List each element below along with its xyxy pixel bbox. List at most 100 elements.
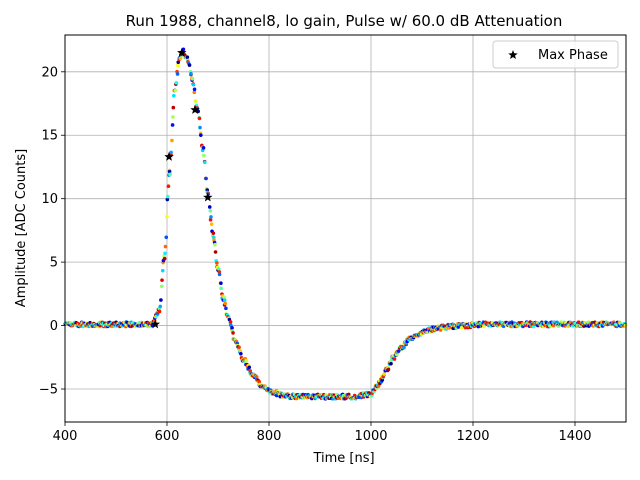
- pulse-point: [204, 176, 208, 181]
- pulse-point: [157, 309, 162, 314]
- pulse-point: [222, 298, 227, 302]
- pulse-point: [166, 184, 171, 188]
- axis-ticks: 400 600 800 1000 1200 1400 −5 0 5 10 15 20: [39, 65, 592, 444]
- pulse-point: [548, 324, 552, 328]
- pulse-point: [231, 331, 235, 335]
- max-phase-markers: [150, 47, 213, 329]
- max-phase-star: [150, 319, 161, 329]
- pulse-point: [187, 63, 192, 67]
- pulse-point: [199, 133, 203, 137]
- pulse-point: [208, 217, 213, 222]
- pulse-point: [176, 63, 180, 68]
- pulse-point: [170, 138, 174, 143]
- pulse-points: [63, 47, 628, 401]
- pulse-point: [228, 323, 233, 327]
- x-tick-label: 400: [53, 429, 78, 444]
- pulse-point: [189, 71, 193, 76]
- pulse-point: [201, 153, 206, 158]
- pulse-point: [158, 304, 163, 309]
- grid: [64, 35, 626, 422]
- pulse-point: [222, 295, 226, 299]
- pulse-point: [171, 115, 175, 119]
- max-phase-star: [203, 192, 213, 202]
- pulse-point: [247, 365, 252, 370]
- pulse-point: [224, 306, 228, 311]
- pulse-point: [198, 125, 202, 130]
- pulse-point: [159, 284, 164, 289]
- pulse-point: [164, 235, 169, 240]
- pulse-point: [172, 93, 176, 98]
- pulse-point: [459, 325, 464, 330]
- pulse-point: [402, 345, 406, 350]
- pulse-point: [389, 361, 393, 366]
- pulse-point: [192, 90, 197, 95]
- pulse-point: [209, 222, 214, 226]
- pulse-point: [168, 172, 172, 177]
- y-tick-label: 20: [41, 65, 58, 80]
- pulse-point: [165, 194, 170, 199]
- x-tick-label: 1400: [558, 429, 591, 444]
- pulse-point: [197, 116, 202, 121]
- pulse-point: [169, 150, 173, 155]
- pulse-point: [254, 375, 259, 379]
- pulse-point: [576, 320, 581, 325]
- pulse-point: [163, 244, 168, 249]
- pulse-point: [165, 214, 169, 219]
- pulse-point: [201, 146, 206, 150]
- max-phase-star: [164, 151, 174, 161]
- pulse-point: [215, 261, 219, 265]
- pulse-point: [257, 379, 262, 384]
- pulse-point: [382, 372, 387, 376]
- legend-box: [492, 40, 619, 69]
- legend: Max Phase: [492, 40, 619, 69]
- pulse-point: [551, 323, 556, 328]
- pulse-point: [213, 242, 217, 247]
- max-phase-star: [190, 104, 200, 114]
- pulse-point: [211, 231, 216, 235]
- pulse-point: [386, 367, 391, 372]
- pulse-point: [396, 349, 401, 353]
- pulse-point: [178, 56, 183, 61]
- pulse-point: [167, 169, 172, 174]
- x-tick-label: 1200: [456, 429, 489, 444]
- pulse-point: [248, 369, 253, 373]
- pulse-point: [165, 197, 170, 202]
- pulse-point: [392, 357, 397, 361]
- legend-entry-label: Max Phase: [538, 48, 608, 63]
- pulse-point: [230, 326, 234, 330]
- pulse-point: [192, 87, 197, 92]
- pulse-point: [217, 267, 221, 271]
- pulse-point: [162, 256, 167, 261]
- pulse-point: [173, 88, 178, 93]
- y-tick-label: 0: [50, 319, 58, 334]
- pulse-point: [208, 209, 213, 213]
- pulse-point: [171, 105, 176, 110]
- plot-frame: [64, 34, 627, 423]
- pulse-point: [219, 286, 223, 291]
- max-phase-star: [177, 47, 187, 57]
- pulse-point: [207, 205, 212, 209]
- pulse-point: [237, 345, 241, 350]
- pulse-point: [212, 235, 216, 240]
- pulse-point: [170, 123, 175, 127]
- y-tick-label: 10: [41, 192, 58, 207]
- x-tick-label: 1000: [354, 429, 387, 444]
- pulse-point: [160, 278, 164, 282]
- pulse-point: [160, 268, 165, 273]
- pulse-point: [175, 72, 180, 76]
- pulse-point: [203, 160, 207, 165]
- pulse-point: [219, 281, 223, 285]
- pulse-point: [185, 55, 190, 60]
- x-tick-label: 600: [155, 429, 180, 444]
- pulse-point: [239, 351, 243, 356]
- pulse-point: [213, 250, 218, 254]
- pulse-point: [244, 358, 249, 363]
- x-axis-label: Time [ns]: [312, 451, 374, 466]
- pulse-point: [223, 301, 227, 306]
- pulse-point: [159, 298, 163, 302]
- pulse-point: [174, 81, 179, 85]
- pulse-point: [191, 82, 196, 87]
- pulse-point: [209, 215, 213, 219]
- chart-title: Run 1988, channel8, lo gain, Pulse w/ 60…: [126, 12, 563, 30]
